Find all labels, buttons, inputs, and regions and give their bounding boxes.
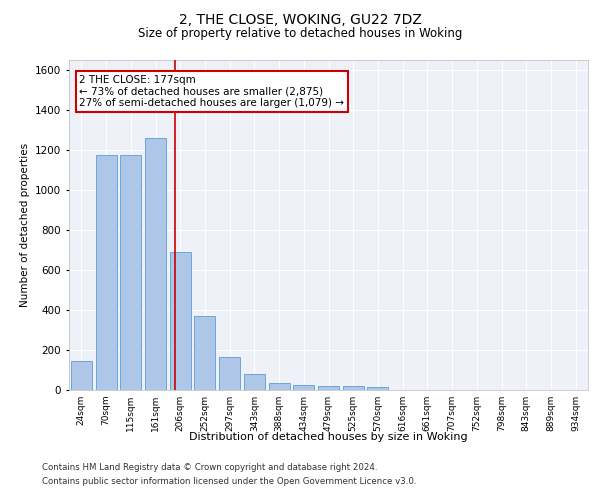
Text: 2 THE CLOSE: 177sqm
← 73% of detached houses are smaller (2,875)
27% of semi-det: 2 THE CLOSE: 177sqm ← 73% of detached ho… [79, 75, 344, 108]
Y-axis label: Number of detached properties: Number of detached properties [20, 143, 29, 307]
Bar [269, 383, 290, 390]
Bar [219, 357, 240, 390]
Bar [95, 155, 116, 390]
Bar [367, 387, 388, 390]
Bar [244, 374, 265, 390]
Bar [293, 385, 314, 390]
Bar [145, 138, 166, 390]
Bar [194, 316, 215, 390]
Text: Contains public sector information licensed under the Open Government Licence v3: Contains public sector information licen… [42, 477, 416, 486]
Text: Contains HM Land Registry data © Crown copyright and database right 2024.: Contains HM Land Registry data © Crown c… [42, 464, 377, 472]
Bar [318, 386, 339, 390]
Bar [170, 252, 191, 390]
Bar [343, 386, 364, 390]
Text: 2, THE CLOSE, WOKING, GU22 7DZ: 2, THE CLOSE, WOKING, GU22 7DZ [179, 12, 421, 26]
Text: Size of property relative to detached houses in Woking: Size of property relative to detached ho… [138, 28, 462, 40]
Text: Distribution of detached houses by size in Woking: Distribution of detached houses by size … [190, 432, 468, 442]
Bar [120, 155, 141, 390]
Bar [71, 361, 92, 390]
